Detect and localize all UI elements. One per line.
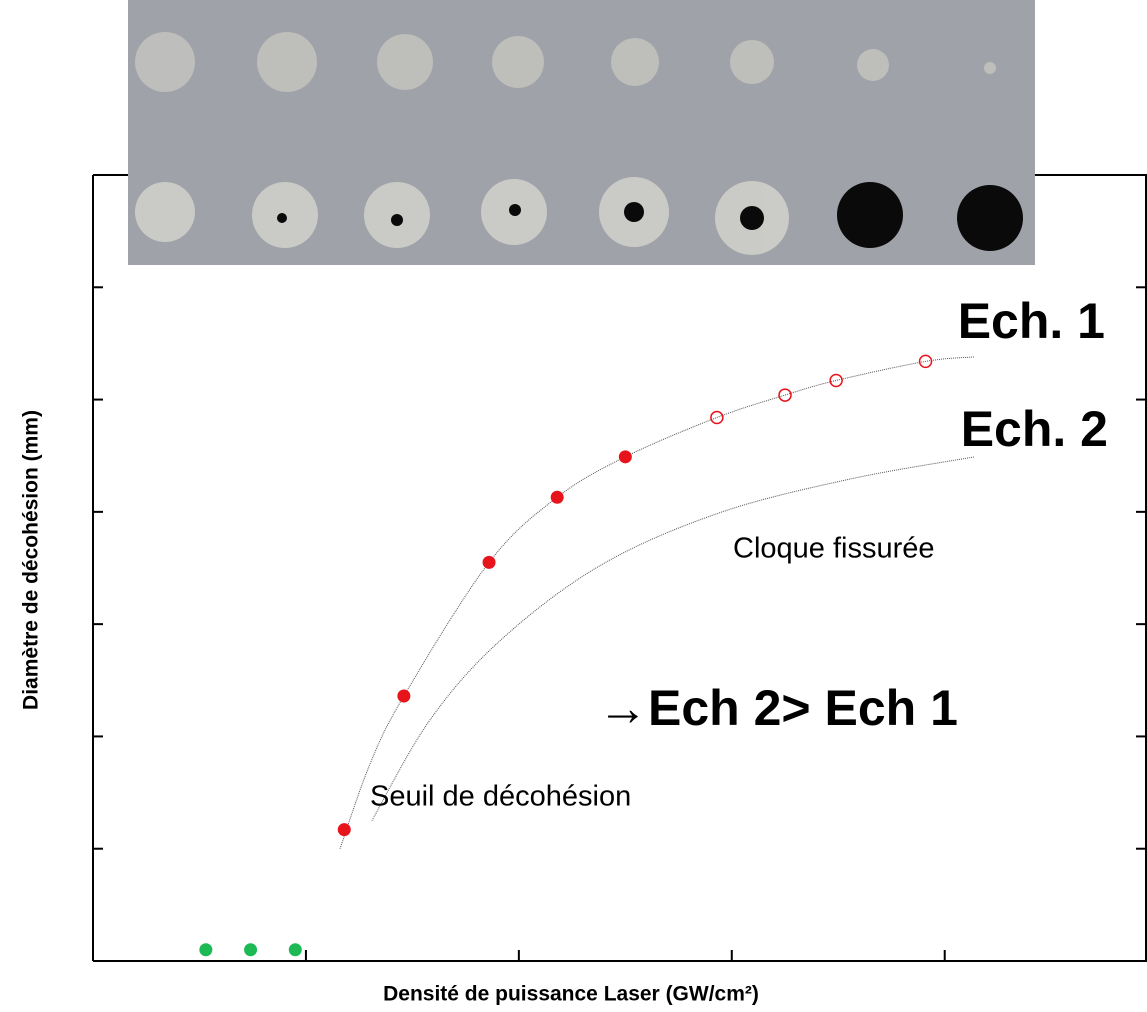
curve-label: Ech. 2 xyxy=(961,401,1108,457)
data-point xyxy=(199,943,212,956)
data-point xyxy=(551,491,564,504)
data-point xyxy=(619,450,632,463)
data-point xyxy=(483,556,496,569)
fit-curve xyxy=(372,457,975,821)
curve-label: Ech. 1 xyxy=(958,293,1105,349)
data-point xyxy=(397,690,410,703)
chart: Densité de puissance Laser (GW/cm²) Diam… xyxy=(0,0,1147,1012)
annotation: Cloque fissurée xyxy=(733,533,935,565)
fit-curve xyxy=(340,357,975,849)
data-point xyxy=(289,943,302,956)
data-point xyxy=(338,823,351,836)
annotation: Seuil de décohésion xyxy=(370,781,631,813)
annotation: →Ech 2> Ech 1 xyxy=(598,680,958,736)
data-point xyxy=(244,943,257,956)
photo xyxy=(128,0,1035,265)
plot-area xyxy=(93,287,1147,961)
y-axis-label: Diamètre de décohésion (mm) xyxy=(20,410,43,710)
data-point xyxy=(830,374,842,386)
data-point xyxy=(779,389,791,401)
x-axis-label: Densité de puissance Laser (GW/cm²) xyxy=(383,983,759,1006)
